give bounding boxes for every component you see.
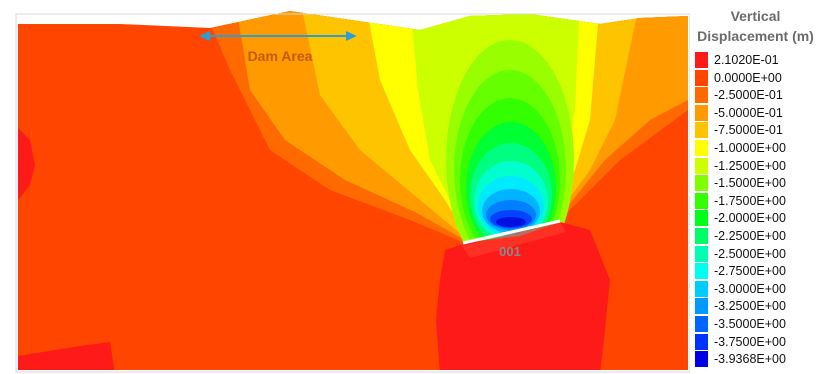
legend-swatch [695, 157, 708, 174]
legend-label: -1.5000E+00 [714, 176, 786, 191]
legend-label: -2.5000E+00 [714, 246, 786, 261]
legend-swatch [695, 139, 708, 156]
legend-entry: -1.2500E+00 [692, 157, 820, 175]
legend-entry: -3.5000E+00 [692, 315, 820, 333]
legend-label: 2.1020E-01 [714, 53, 779, 67]
legend-entry: -2.5000E+00 [692, 245, 820, 263]
legend-label: -5.0000E-01 [714, 105, 783, 120]
legend-label: -1.7500E+00 [714, 193, 786, 208]
legend-entry: -2.5000E-01 [692, 86, 820, 104]
legend-swatch [695, 351, 708, 368]
legend-swatch [695, 52, 708, 68]
legend-title-line1: Vertical [730, 8, 781, 24]
legend-entry: -1.0000E+00 [692, 139, 820, 157]
color-legend: Vertical Displacement (m) 2.1020E-01 0.00… [688, 6, 823, 374]
legend-swatch [695, 210, 708, 227]
legend-label: -3.0000E+00 [714, 281, 786, 296]
legend-entry: -3.9368E+00 [692, 350, 820, 368]
legend-swatch [695, 263, 708, 280]
legend-swatch [695, 122, 708, 139]
legend-label: -1.2500E+00 [714, 158, 786, 173]
legend-label: -2.7500E+00 [714, 264, 786, 279]
legend-entry: -2.2500E+00 [692, 227, 820, 245]
legend-label: 0.0000E+00 [714, 70, 782, 85]
legend-label: -7.5000E-01 [714, 123, 783, 138]
legend-swatch [695, 280, 708, 297]
legend-entry: -3.7500E+00 [692, 333, 820, 351]
displacement-contour-plot: Dam Area 001 [15, 11, 690, 373]
legend-swatch [695, 245, 708, 262]
legend-entry: -5.0000E-01 [692, 104, 820, 122]
legend-entry: 0.0000E+00 [692, 69, 820, 87]
legend-entry: -1.5000E+00 [692, 174, 820, 192]
dam-area-arrow [199, 31, 357, 41]
legend-swatch [695, 333, 708, 350]
legend-entry: -1.7500E+00 [692, 192, 820, 210]
legend-swatch [695, 87, 708, 104]
plot-frame [15, 13, 690, 373]
legend-swatch [695, 298, 708, 315]
legend-label: -2.5000E-01 [714, 88, 783, 103]
legend-swatch [695, 175, 708, 192]
legend-label: -2.2500E+00 [714, 228, 786, 243]
legend-swatch [695, 192, 708, 209]
legend-label: -2.0000E+00 [714, 211, 786, 226]
panel-id-label: 001 [499, 244, 521, 259]
contour-bands [18, 11, 688, 370]
legend-entry: -7.5000E-01 [692, 121, 820, 139]
legend-label: -3.9368E+00 [714, 352, 786, 367]
legend-entry: -3.2500E+00 [692, 297, 820, 315]
legend-label: -1.0000E+00 [714, 140, 786, 155]
legend-swatch [695, 315, 708, 332]
dam-area-label: Dam Area [248, 48, 313, 64]
legend-label: -3.2500E+00 [714, 299, 786, 314]
legend-entry: -2.7500E+00 [692, 262, 820, 280]
legend-label: -3.7500E+00 [714, 334, 786, 349]
legend-entry: -2.0000E+00 [692, 209, 820, 227]
legend-swatch [695, 104, 708, 121]
legend-entries: 2.1020E-01 0.0000E+00 -2.5000E-01 -5.0000E-… [692, 51, 820, 368]
legend-entry: 2.1020E-01 [692, 51, 820, 69]
legend-title-line2: Displacement (m) [697, 28, 814, 44]
legend-entry: -3.0000E+00 [692, 280, 820, 298]
legend-swatch [695, 227, 708, 244]
legend-label: -3.5000E+00 [714, 316, 786, 331]
legend-swatch [695, 69, 708, 86]
panel-line [462, 219, 561, 245]
